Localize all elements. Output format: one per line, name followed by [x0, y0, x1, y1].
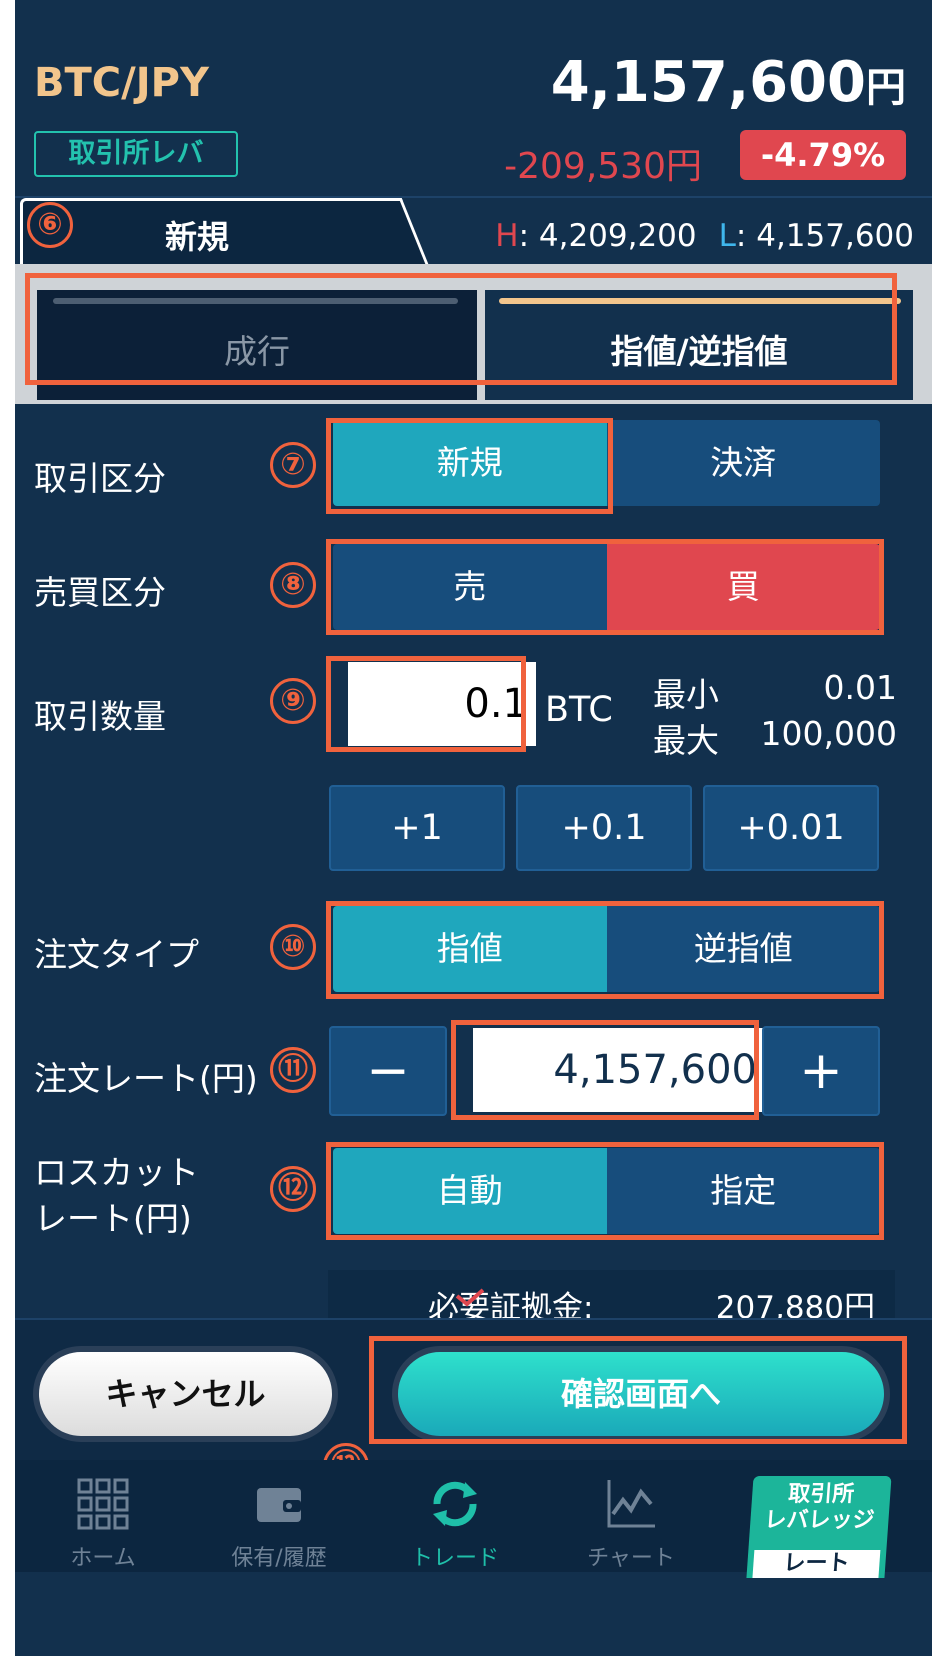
- min-label: 最小: [653, 675, 719, 714]
- price-change: -209,530円: [504, 146, 702, 187]
- trade-type-toggle: 新規 決済: [333, 420, 880, 506]
- annotation-8: ⑧: [270, 562, 316, 608]
- annotation-9: ⑨: [270, 678, 316, 724]
- max-value: 100,000: [760, 714, 897, 753]
- quantity-max: 最大 100,000: [653, 714, 897, 760]
- order-kind-toggle: 指値 逆指値: [333, 906, 880, 992]
- losscut-manual[interactable]: 指定: [606, 1148, 880, 1234]
- trade-type-new[interactable]: 新規: [333, 420, 607, 506]
- losscut-label-line2: レート(円): [34, 1199, 192, 1238]
- min-value: 0.01: [823, 668, 897, 707]
- quantity-min: 最小 0.01: [653, 668, 897, 714]
- chart-icon: [607, 1480, 655, 1528]
- side-buy[interactable]: 買: [606, 544, 880, 630]
- cancel-button[interactable]: キャンセル: [33, 1346, 338, 1442]
- currency-pair: BTC/JPY: [34, 60, 209, 106]
- nav-rate-tab[interactable]: 取引所 レバレッジ レート: [746, 1476, 892, 1578]
- tab-market-order[interactable]: 成行: [37, 290, 477, 400]
- trade-type-label: 取引区分: [34, 459, 166, 498]
- order-kind-limit[interactable]: 指値: [333, 906, 607, 992]
- tab-market-label: 成行: [224, 332, 290, 371]
- quantity-limits: 最小 0.01 最大 100,000: [653, 668, 897, 760]
- nav-holdings-label: 保有/履歴: [231, 1546, 327, 1571]
- side-sell[interactable]: 売: [333, 544, 607, 630]
- order-kind-stop[interactable]: 逆指値: [606, 906, 880, 992]
- current-price: 4,157,600円: [551, 50, 906, 115]
- step-plus-1-button[interactable]: +1: [329, 785, 505, 871]
- low-value: : 4,157,600: [735, 218, 914, 254]
- trade-screen: BTC/JPY 4,157,600円 取引所レバ -209,530円 -4.79…: [15, 0, 932, 1656]
- rate-minus-button[interactable]: −: [329, 1026, 447, 1116]
- losscut-toggle: 自動 指定: [333, 1148, 880, 1234]
- grid-icon: [77, 1478, 129, 1530]
- tab-limit-order[interactable]: 指値/逆指値: [485, 290, 913, 400]
- rate-tab-title: 取引所 レバレッジ: [750, 1482, 892, 1534]
- trade-type-settle[interactable]: 決済: [606, 420, 880, 506]
- side-toggle: 売 買: [333, 544, 880, 630]
- rate-tab-line1: 取引所: [787, 1482, 856, 1507]
- nav-home[interactable]: ホーム: [15, 1460, 191, 1572]
- quantity-label: 取引数量: [34, 697, 166, 736]
- nav-trade-label: トレード: [410, 1546, 499, 1571]
- wallet-icon: [257, 1488, 301, 1522]
- nav-chart-label: チャート: [587, 1546, 675, 1571]
- rate-tab-label: レート: [752, 1550, 881, 1578]
- divider: [15, 196, 932, 198]
- quantity-unit: BTC: [545, 690, 613, 730]
- nav-chart[interactable]: チャート: [543, 1460, 719, 1572]
- annotation-11: ⑪: [270, 1047, 316, 1093]
- rate-label: 注文レート(円): [34, 1059, 258, 1098]
- confirm-button[interactable]: 確認画面へ: [392, 1346, 890, 1442]
- annotation-10: ⑩: [270, 924, 316, 970]
- annotation-7: ⑦: [270, 442, 316, 488]
- rate-plus-button[interactable]: +: [762, 1026, 880, 1116]
- nav-trade[interactable]: トレード: [367, 1460, 543, 1572]
- tab-indicator: [53, 298, 458, 304]
- high-value: : 4,209,200: [518, 218, 697, 254]
- refresh-icon: [433, 1481, 477, 1527]
- nav-holdings[interactable]: 保有/履歴: [191, 1460, 367, 1572]
- required-margin: 必要証拠金: 207,880円: [328, 1270, 895, 1326]
- high-label: H: [495, 218, 519, 254]
- order-kind-label: 注文タイプ: [34, 935, 199, 974]
- annotation-12: ⑫: [270, 1166, 316, 1212]
- max-label: 最大: [653, 721, 719, 760]
- tab-new[interactable]: [20, 198, 375, 264]
- step-plus-0-01-button[interactable]: +0.01: [703, 785, 879, 871]
- price-unit: 円: [866, 65, 906, 111]
- high-low: H: 4,209,200 L: 4,157,600: [495, 218, 914, 254]
- check-icon: [455, 1288, 485, 1307]
- rate-input[interactable]: 4,157,600: [473, 1028, 767, 1112]
- tab-indicator-active: [499, 298, 901, 304]
- annotation-6: ⑥: [27, 202, 73, 248]
- side-label: 売買区分: [34, 573, 166, 612]
- losscut-auto[interactable]: 自動: [333, 1148, 607, 1234]
- losscut-label: ロスカット レート(円): [34, 1150, 199, 1242]
- losscut-label-line1: ロスカット: [34, 1153, 199, 1192]
- price-change-percent: -4.79%: [740, 130, 906, 180]
- price-value: 4,157,600: [550, 50, 866, 115]
- tab-limit-label: 指値/逆指値: [610, 332, 788, 371]
- rate-tab-line2: レバレッジ: [763, 1508, 876, 1533]
- nav-home-label: ホーム: [70, 1546, 136, 1571]
- quantity-input[interactable]: 0.1: [348, 662, 536, 746]
- market-badge: 取引所レバ: [34, 131, 238, 177]
- low-label: L: [718, 218, 736, 254]
- tab-new-label: 新規: [165, 218, 230, 256]
- step-plus-0-1-button[interactable]: +0.1: [516, 785, 692, 871]
